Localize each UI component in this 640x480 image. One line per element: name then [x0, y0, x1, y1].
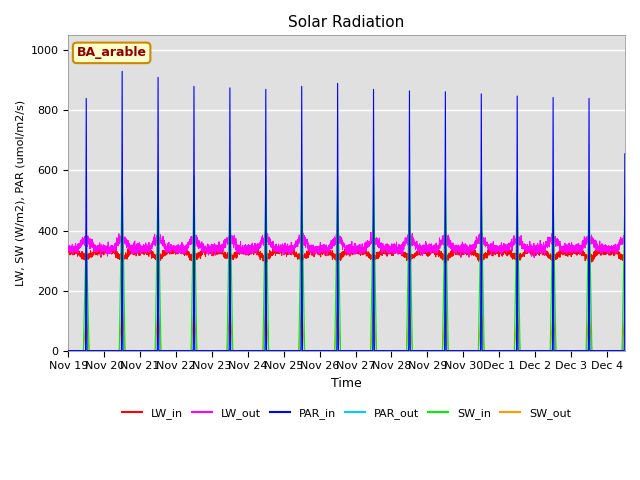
LW_in — [107, 248, 115, 253]
LW_out — [367, 229, 375, 235]
Title: Solar Radiation: Solar Radiation — [289, 15, 404, 30]
SW_out — [621, 312, 628, 318]
PAR_in — [463, 348, 471, 353]
SW_out — [107, 348, 115, 353]
LW_in — [463, 248, 471, 254]
SW_in — [212, 348, 220, 353]
LW_in — [65, 248, 72, 253]
LW_out — [621, 237, 628, 243]
LW_in — [263, 260, 271, 265]
Line: SW_out: SW_out — [68, 306, 625, 350]
Line: LW_out: LW_out — [68, 232, 625, 258]
LW_in — [426, 241, 433, 247]
SW_out — [118, 303, 126, 309]
PAR_in — [107, 348, 115, 353]
LW_out — [522, 245, 529, 251]
LW_out — [107, 249, 115, 255]
SW_in — [463, 348, 471, 353]
LW_out — [531, 255, 538, 261]
SW_in — [232, 348, 240, 353]
LW_out — [573, 244, 580, 250]
Text: BA_arable: BA_arable — [77, 47, 147, 60]
X-axis label: Time: Time — [332, 377, 362, 390]
PAR_in — [212, 348, 220, 353]
PAR_in — [522, 348, 529, 353]
LW_out — [212, 250, 220, 255]
SW_out — [522, 348, 529, 353]
PAR_in — [65, 348, 72, 353]
PAR_out — [232, 348, 240, 353]
PAR_in — [118, 69, 126, 74]
PAR_out — [118, 288, 126, 294]
SW_out — [232, 348, 240, 353]
PAR_in — [621, 151, 628, 156]
Y-axis label: LW, SW (W/m2), PAR (umol/m2/s): LW, SW (W/m2), PAR (umol/m2/s) — [15, 100, 25, 286]
LW_in — [522, 247, 529, 253]
Line: SW_in: SW_in — [68, 170, 625, 350]
SW_in — [107, 348, 115, 353]
PAR_out — [572, 348, 580, 353]
PAR_out — [212, 348, 220, 353]
SW_out — [212, 348, 220, 353]
LW_in — [573, 249, 580, 254]
Line: LW_in: LW_in — [68, 244, 625, 263]
SW_in — [522, 348, 529, 353]
PAR_out — [522, 348, 529, 353]
PAR_in — [232, 348, 240, 353]
LW_out — [232, 242, 239, 248]
Line: PAR_in: PAR_in — [68, 72, 625, 350]
PAR_out — [107, 348, 115, 353]
SW_out — [572, 348, 580, 353]
LW_out — [463, 244, 471, 250]
PAR_out — [65, 348, 72, 353]
LW_in — [212, 246, 220, 252]
PAR_out — [621, 311, 628, 316]
SW_in — [572, 348, 580, 353]
Line: PAR_out: PAR_out — [68, 291, 625, 350]
SW_in — [65, 348, 72, 353]
SW_out — [463, 348, 471, 353]
LW_in — [621, 252, 628, 258]
LW_in — [232, 249, 239, 255]
SW_out — [65, 348, 72, 353]
SW_in — [118, 168, 126, 173]
PAR_in — [572, 348, 580, 353]
Legend: LW_in, LW_out, PAR_in, PAR_out, SW_in, SW_out: LW_in, LW_out, PAR_in, PAR_out, SW_in, S… — [118, 404, 575, 423]
LW_out — [65, 247, 72, 253]
SW_in — [621, 196, 628, 202]
PAR_out — [463, 348, 471, 353]
